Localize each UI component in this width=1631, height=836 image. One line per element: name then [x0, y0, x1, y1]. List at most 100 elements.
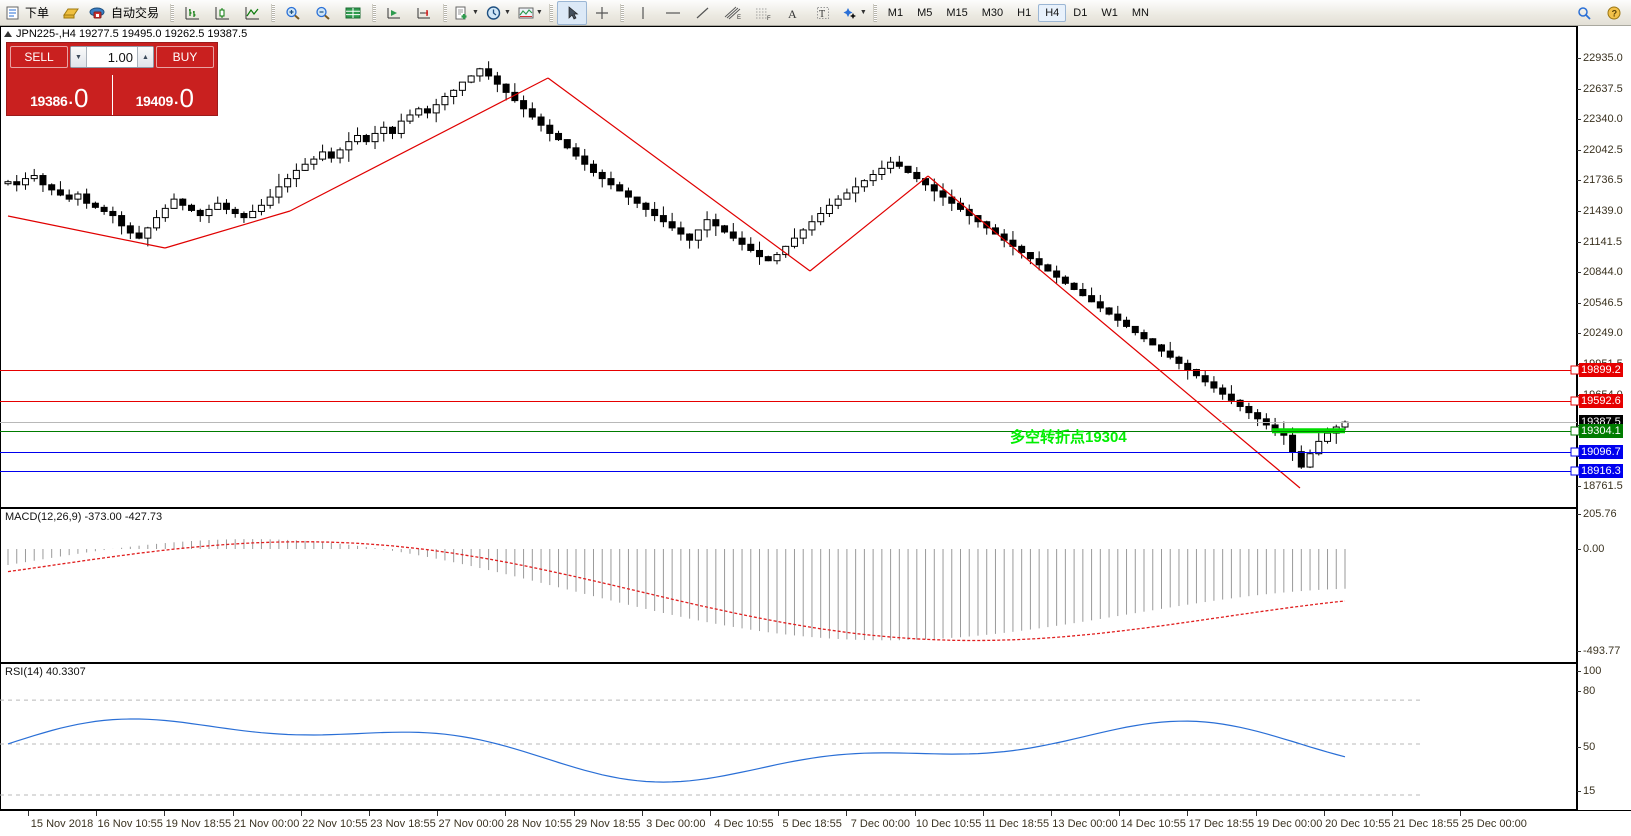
quote-divider: [111, 75, 113, 115]
price-level-handle[interactable]: [1570, 466, 1580, 475]
time-axis-tick: [300, 811, 302, 816]
buy-button[interactable]: BUY: [156, 46, 214, 68]
macd-axis-label: 0.00: [1583, 543, 1605, 555]
timeframe-m1[interactable]: M1: [887, 6, 904, 19]
volume-value[interactable]: 1.00: [107, 49, 133, 65]
time-axis-label: 16 Nov 10:55: [97, 818, 163, 830]
volume-increase-icon[interactable]: ▲: [137, 47, 153, 67]
time-axis-tick: [96, 811, 98, 816]
price-level-tag[interactable]: 19096.7: [1579, 444, 1623, 459]
chart-shift-button[interactable]: [409, 1, 439, 25]
price-level-line[interactable]: [0, 401, 1577, 403]
data-window-button[interactable]: [338, 1, 368, 25]
price-pane[interactable]: [0, 26, 1577, 508]
axis-tick: [1577, 149, 1581, 151]
auto-scroll-button[interactable]: [379, 1, 409, 25]
chevron-down-icon[interactable]: ▼: [859, 9, 867, 16]
main-toolbar: 下单 自动交易 ▼ ▼ ▼: [0, 0, 1631, 26]
help-icon[interactable]: ?: [1599, 1, 1629, 25]
trendline-tool[interactable]: [688, 1, 718, 25]
candlestick-chart-button[interactable]: [207, 1, 237, 25]
zoom-out-button[interactable]: [308, 1, 338, 25]
svg-text:A: A: [788, 7, 797, 21]
chevron-down-icon[interactable]: ▼: [472, 9, 479, 16]
auto-trading-button[interactable]: 自动交易: [86, 1, 166, 25]
trade-quotes-row: 19386 . 0 19409 . 0: [7, 71, 217, 115]
vertical-line-tool[interactable]: [628, 1, 658, 25]
time-axis-tick: [1187, 811, 1189, 816]
volume-stepper[interactable]: ▼ 1.00 ▲: [70, 46, 154, 68]
chevron-down-icon[interactable]: ▼: [535, 9, 543, 16]
one-click-trading-panel[interactable]: SELL ▼ 1.00 ▲ BUY 19386 . 0 19409 . 0: [6, 42, 218, 116]
bar-chart-button[interactable]: [177, 1, 207, 25]
time-axis-label: 5 Dec 18:55: [782, 818, 842, 830]
chart-annotation[interactable]: 多空转折点19304: [1010, 429, 1127, 446]
timeframe-m5[interactable]: M5: [917, 6, 933, 19]
zoom-in-button[interactable]: [278, 1, 308, 25]
price-level-line[interactable]: [0, 430, 1577, 432]
timeframe-m30[interactable]: M30: [981, 6, 1004, 19]
macd-indicator-label: MACD(12,26,9) -373.00 -427.73: [5, 511, 163, 523]
templates-button[interactable]: ▼: [450, 1, 482, 25]
axis-tick: [1577, 211, 1581, 212]
axis-tick-label: 20249.0: [1583, 327, 1623, 340]
timeframe-mn[interactable]: MN: [1131, 6, 1149, 19]
timeframe-d1[interactable]: D1: [1073, 6, 1088, 19]
price-level-handle[interactable]: [1570, 426, 1580, 436]
svg-text:?: ?: [1612, 8, 1618, 18]
price-level-line[interactable]: [0, 470, 1577, 472]
gold-bar-icon[interactable]: [56, 1, 86, 25]
time-axis-label: 22 Nov 10:55: [302, 818, 368, 830]
cursor-tool[interactable]: [556, 0, 587, 25]
volume-decrease-icon[interactable]: ▼: [71, 47, 87, 67]
line-chart-button[interactable]: [237, 1, 267, 25]
price-axis[interactable]: 22935.0 22637.5 22340.0 22042.5 21736.5 21439…: [1577, 26, 1631, 810]
price-level-tag[interactable]: 19899.2: [1579, 362, 1623, 377]
collapse-triangle-icon[interactable]: [4, 31, 12, 37]
price-level-handle[interactable]: [1570, 365, 1580, 375]
timeframe-w1[interactable]: W1: [1101, 6, 1118, 19]
rsi-axis-label: 15: [1583, 785, 1596, 797]
axis-tick-label: 21141.5: [1583, 235, 1622, 248]
sell-button[interactable]: SELL: [10, 46, 68, 68]
chevron-down-icon[interactable]: ▼: [503, 9, 511, 16]
label-tool[interactable]: T: [808, 1, 838, 25]
fibonacci-tool[interactable]: F: [748, 1, 778, 25]
price-level-tag[interactable]: 18916.3: [1579, 463, 1623, 478]
horizontal-line-tool[interactable]: [658, 1, 688, 25]
search-icon[interactable]: [1569, 1, 1599, 25]
time-axis-label: 19 Dec 00:00: [1256, 818, 1323, 830]
price-level-tag[interactable]: 19304.1: [1579, 423, 1623, 438]
toolbar-separator: [548, 3, 555, 23]
objects-tool[interactable]: ▼: [838, 1, 870, 25]
price-level-line[interactable]: [0, 369, 1577, 371]
crosshair-tool[interactable]: [587, 1, 617, 25]
time-axis[interactable]: 15 Nov 2018 16 Nov 10:55 19 Nov 18:55 21 No…: [0, 810, 1631, 836]
price-level-handle[interactable]: [1570, 447, 1580, 457]
time-axis-tick: [1255, 811, 1257, 816]
new-order-label: 下单: [25, 6, 50, 20]
text-tool[interactable]: A: [778, 1, 808, 25]
price-level-handle[interactable]: [1570, 396, 1580, 406]
timeframe-h1[interactable]: H1: [1017, 6, 1032, 19]
price-level-tag[interactable]: 19592.6: [1579, 394, 1623, 409]
macd-pane[interactable]: [0, 508, 1577, 663]
axis-tick-label: 21736.5: [1583, 174, 1623, 187]
time-axis-tick: [982, 811, 984, 816]
symbol-header-text: JPN225-,H4 19277.5 19495.0 19262.5 19387…: [16, 28, 248, 40]
time-axis-label: 11 Dec 18:55: [984, 818, 1050, 830]
indicators-button[interactable]: ▼: [514, 1, 546, 25]
timeframe-m15[interactable]: M15: [946, 6, 968, 19]
equidistant-channel-tool[interactable]: E: [718, 1, 748, 25]
time-axis-label: 28 Nov 10:55: [506, 818, 573, 830]
chart-container[interactable]: JPN225-,H4 19277.5 19495.0 19262.5 19387…: [0, 26, 1631, 810]
timeframe-h4[interactable]: H4: [1038, 3, 1067, 22]
periodicity-button[interactable]: ▼: [482, 1, 514, 25]
price-level-line[interactable]: [0, 451, 1577, 453]
buy-price[interactable]: 19409 . 0: [113, 71, 218, 115]
time-axis-tick: [1323, 811, 1325, 816]
new-order-button[interactable]: 下单: [2, 1, 56, 25]
axis-tick: [1577, 58, 1581, 59]
sell-price[interactable]: 19386 . 0: [7, 71, 112, 115]
svg-text:E: E: [737, 15, 741, 21]
